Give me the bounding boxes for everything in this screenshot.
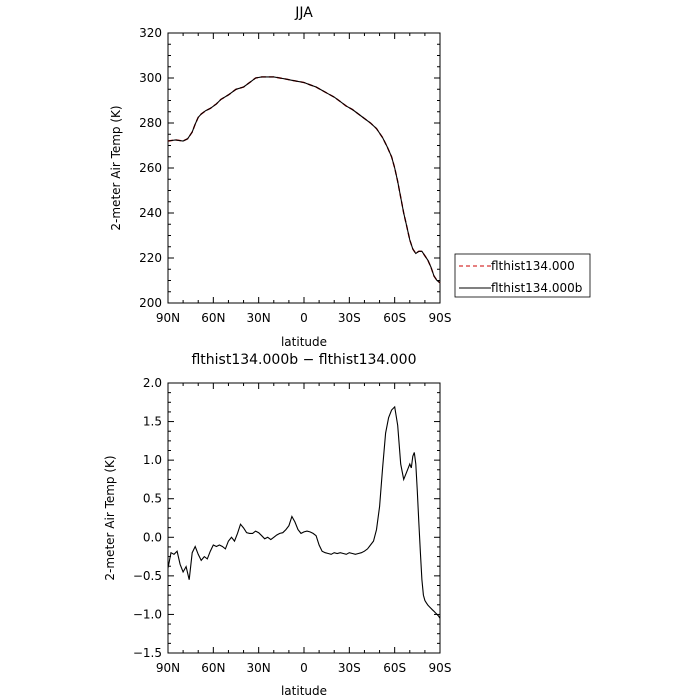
x-tick-label: 60N (201, 661, 225, 675)
x-tick-labels: 90N 60N 30N 0 30S 60S 90S (156, 311, 452, 325)
y-tick-label: 1.5 (143, 415, 162, 429)
y-tick-label: −0.5 (133, 569, 162, 583)
y-axis-label: 2-meter Air Temp (K) (109, 105, 123, 230)
x-tick-label: 30S (338, 661, 361, 675)
legend: flthist134.000 flthist134.000b (454, 253, 591, 298)
tick-marks (167, 32, 441, 304)
series-line-1 (167, 76, 441, 284)
y-tick-label: 320 (139, 26, 162, 40)
x-tick-labels: 90N 60N 30N 0 30S 60S 90S (156, 661, 452, 675)
x-tick-label: 90N (156, 661, 180, 675)
y-tick-label: 220 (139, 251, 162, 265)
y-axis-label: 2-meter Air Temp (K) (103, 455, 117, 580)
chart-top: JJA 200 220 240 260 280 300 320 90N 60N 30N 0 30S 6… (109, 5, 591, 349)
y-tick-label: 300 (139, 71, 162, 85)
x-tick-label: 30N (247, 661, 271, 675)
x-axis-label: latitude (281, 684, 327, 698)
y-tick-label: 2.0 (143, 376, 162, 390)
x-tick-label: 90N (156, 311, 180, 325)
series-group (167, 76, 441, 284)
x-tick-label: 0 (300, 311, 308, 325)
series-line-2 (167, 76, 441, 284)
x-axis-label: latitude (281, 335, 327, 349)
y-tick-label: 260 (139, 161, 162, 175)
x-tick-label: 90S (429, 661, 452, 675)
y-tick-label: 0.0 (143, 530, 162, 544)
chart-title: JJA (294, 5, 313, 21)
tick-marks (167, 382, 441, 654)
x-tick-label: 30N (247, 311, 271, 325)
legend-label-series-1: flthist134.000 (491, 259, 575, 273)
x-tick-label: 60N (201, 311, 225, 325)
legend-box (454, 253, 591, 298)
series-group (167, 405, 441, 619)
x-tick-label: 30S (338, 311, 361, 325)
legend-label-series-2: flthist134.000b (491, 281, 582, 295)
x-tick-label: 60S (383, 311, 406, 325)
y-tick-label: 200 (139, 296, 162, 310)
y-tick-labels: 200 220 240 260 280 300 320 (139, 26, 162, 310)
chart-title: flthist134.000b − flthist134.000 (191, 352, 416, 368)
y-tick-label: 1.0 (143, 453, 162, 467)
x-tick-label: 0 (300, 661, 308, 675)
x-tick-label: 60S (383, 661, 406, 675)
y-tick-label: −1.5 (133, 646, 162, 660)
x-tick-label: 90S (429, 311, 452, 325)
y-tick-label: 280 (139, 116, 162, 130)
y-tick-label: 0.5 (143, 492, 162, 506)
y-tick-labels: −1.5 −1.0 −0.5 0.0 0.5 1.0 1.5 2.0 (133, 376, 162, 660)
plot-frame (167, 32, 441, 304)
chart-bottom: flthist134.000b − flthist134.000 −1.5−1.… (103, 352, 451, 698)
y-tick-label: −1.0 (133, 607, 162, 621)
plot-frame (167, 382, 441, 654)
y-tick-label: 240 (139, 206, 162, 220)
series-line-1 (167, 405, 441, 619)
